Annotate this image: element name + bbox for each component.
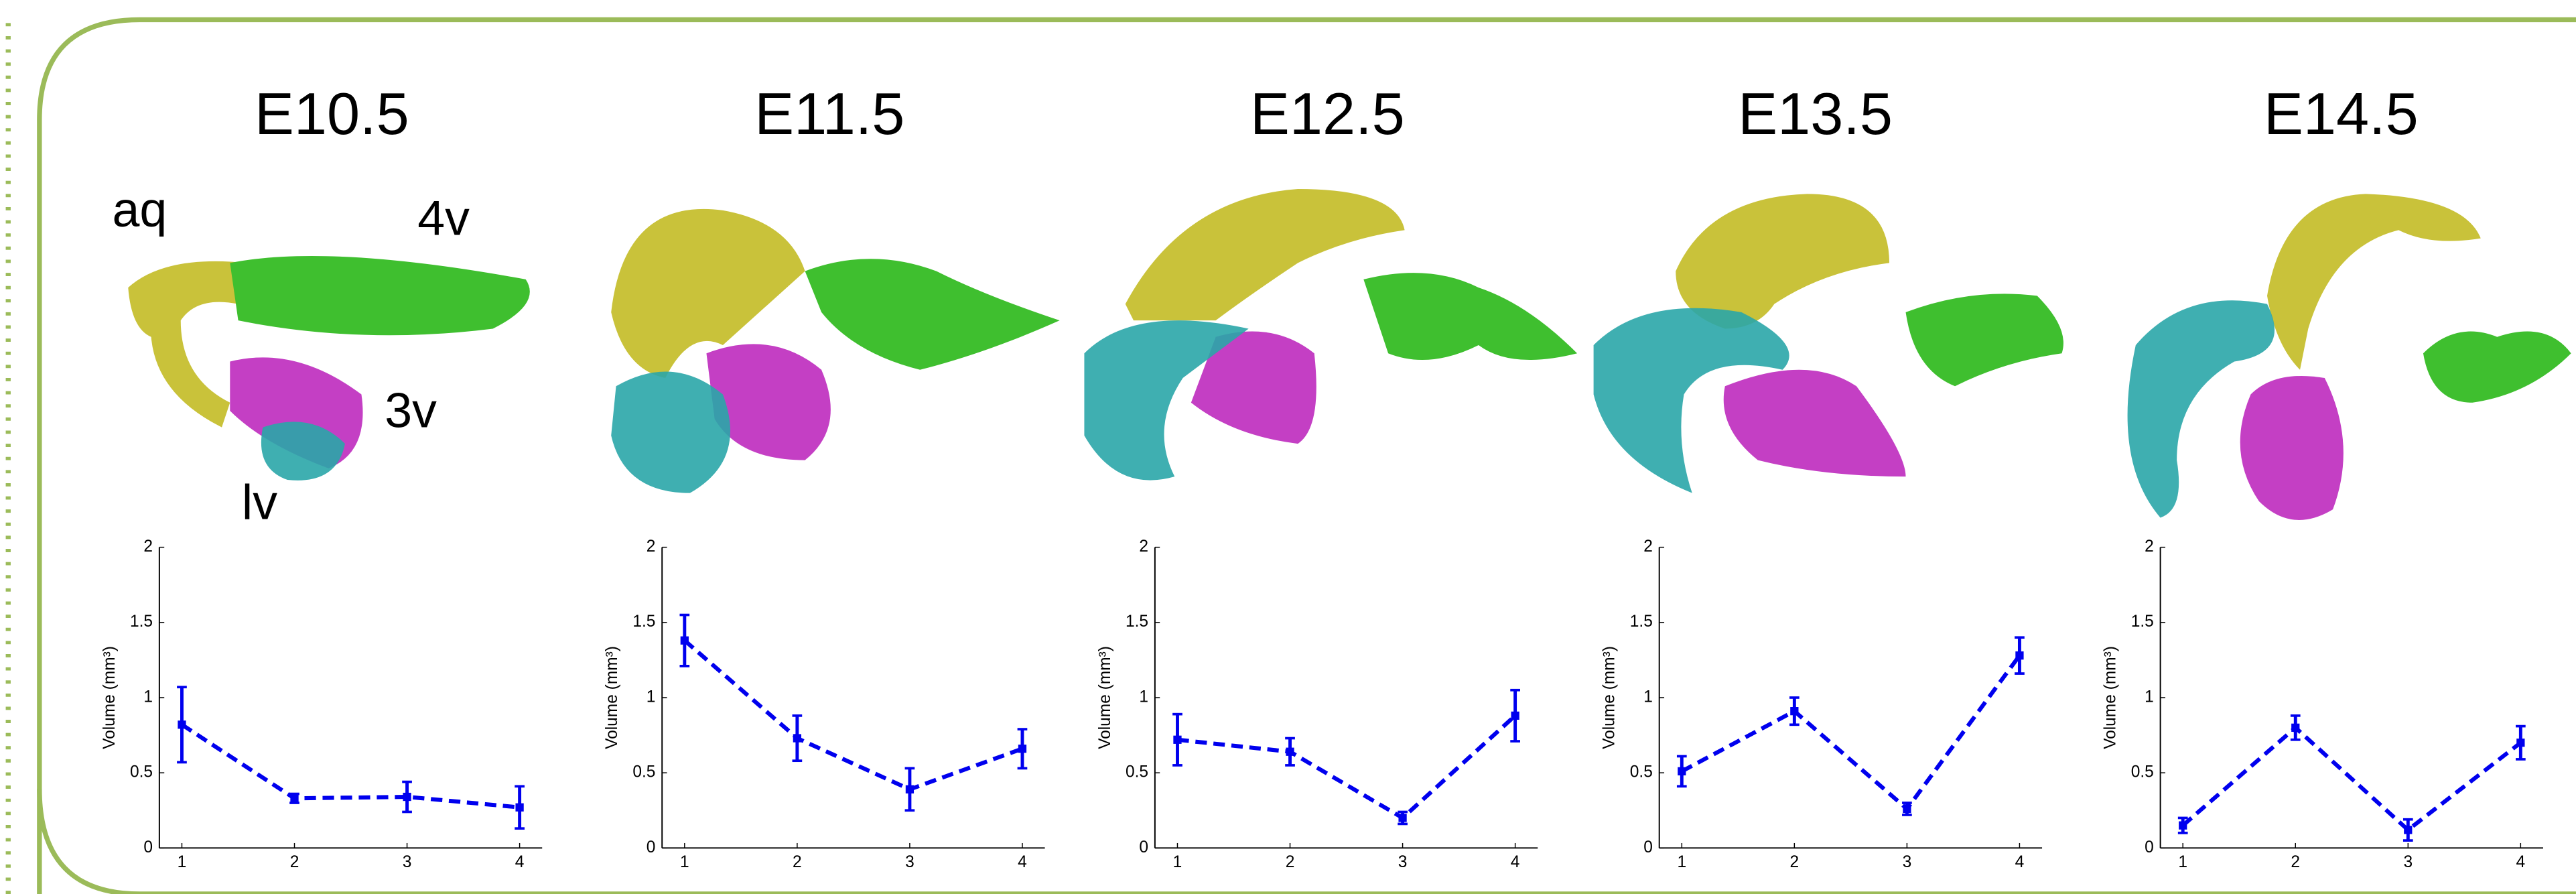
mean-line — [2183, 728, 2520, 830]
render-e10 — [128, 256, 530, 481]
y-tick-label: 1 — [143, 688, 153, 706]
y-axis-label: Volume (mm³) — [1601, 646, 1619, 749]
y-tick-label: 2 — [143, 537, 153, 556]
mean-marker — [1903, 805, 1911, 813]
y-tick-label: 1 — [2145, 688, 2154, 706]
render-e13 — [1594, 194, 2063, 493]
y-tick-label: 0 — [647, 838, 656, 856]
annotation: 3v — [385, 382, 437, 438]
mean-marker — [2404, 826, 2412, 834]
y-tick-label: 1 — [1139, 688, 1148, 706]
render-e11 — [611, 209, 1059, 493]
y-axis-label: Volume (mm³) — [2102, 646, 2120, 749]
mean-marker — [2015, 651, 2023, 659]
y-tick-label: 0.5 — [1630, 763, 1653, 781]
x-tick-label: 4 — [1511, 853, 1520, 871]
x-tick-label: 4 — [2516, 853, 2526, 871]
frame-bottom — [40, 789, 2576, 894]
x-tick-label: 2 — [1286, 853, 1295, 871]
mean-marker — [403, 793, 411, 801]
x-tick-label: 1 — [178, 853, 187, 871]
figure: E10.5 0 0.5 1 1.5 2 1 2 3 4 Volume (mm³) aq 4v 3v lv E1… — [0, 0, 2576, 894]
y-tick-label: 1.5 — [1630, 613, 1653, 631]
y-axis-label: Volume (mm³) — [603, 646, 621, 749]
x-tick-label: 3 — [403, 853, 412, 871]
x-tick-label: 2 — [1790, 853, 1800, 871]
y-tick-label: 0 — [1643, 838, 1653, 856]
annotation: 4v — [417, 190, 470, 245]
x-tick-label: 3 — [1903, 853, 1912, 871]
y-tick-label: 1.5 — [632, 613, 655, 631]
x-tick-label: 1 — [1677, 853, 1686, 871]
y-tick-label: 0.5 — [130, 763, 153, 781]
y-tick-label: 0.5 — [1126, 763, 1148, 781]
y-tick-label: 1.5 — [130, 613, 153, 631]
x-tick-label: 3 — [2403, 853, 2413, 871]
mean-marker — [2516, 739, 2524, 747]
mean-marker — [1678, 767, 1686, 775]
mean-marker — [2179, 822, 2187, 830]
panel-title: E10.5 — [255, 80, 409, 147]
y-tick-label: 0.5 — [2131, 763, 2154, 781]
mean-marker — [515, 804, 523, 812]
x-tick-label: 1 — [1173, 853, 1182, 871]
y-tick-label: 2 — [1643, 537, 1653, 556]
y-tick-label: 0 — [143, 838, 153, 856]
mean-marker — [1018, 745, 1026, 753]
mean-marker — [178, 720, 186, 728]
x-tick-label: 2 — [793, 853, 802, 871]
mean-marker — [906, 785, 914, 793]
y-axis-label: Volume (mm³) — [100, 646, 119, 749]
y-tick-label: 1 — [647, 688, 656, 706]
panel-title: E11.5 — [754, 80, 904, 147]
y-tick-label: 0.5 — [632, 763, 655, 781]
x-tick-label: 4 — [515, 853, 525, 871]
mean-marker — [1511, 712, 1519, 720]
y-tick-label: 1.5 — [2131, 613, 2154, 631]
x-tick-label: 3 — [1398, 853, 1408, 871]
y-tick-label: 0 — [2145, 838, 2154, 856]
mean-marker — [793, 734, 801, 742]
y-axis-label: Volume (mm³) — [1096, 646, 1114, 749]
mean-marker — [1790, 707, 1798, 715]
x-tick-label: 1 — [2178, 853, 2187, 871]
mean-line — [182, 724, 519, 807]
annotation: lv — [242, 474, 277, 530]
panel-title: E13.5 — [1738, 80, 1893, 147]
mean-line — [1177, 716, 1515, 818]
mean-line — [685, 641, 1022, 789]
y-tick-label: 2 — [1139, 537, 1148, 556]
x-tick-label: 2 — [2291, 853, 2300, 871]
mean-line — [1682, 655, 2019, 809]
mean-marker — [290, 794, 298, 802]
render-e12 — [1084, 189, 1577, 481]
x-tick-label: 1 — [680, 853, 689, 871]
y-tick-label: 2 — [2145, 537, 2154, 556]
panel-title: E12.5 — [1250, 80, 1405, 147]
mean-marker — [1173, 736, 1181, 744]
mean-marker — [1286, 748, 1294, 756]
y-tick-label: 0 — [1139, 838, 1148, 856]
annotation: aq — [113, 182, 167, 237]
x-tick-label: 3 — [905, 853, 914, 871]
x-tick-label: 4 — [1018, 853, 1027, 871]
x-tick-label: 2 — [290, 853, 299, 871]
x-tick-label: 4 — [2015, 853, 2025, 871]
y-tick-label: 1.5 — [1126, 613, 1148, 631]
mean-marker — [681, 637, 689, 645]
y-tick-label: 1 — [1643, 688, 1653, 706]
y-tick-label: 2 — [647, 537, 656, 556]
mean-marker — [2291, 724, 2299, 732]
render-e14 — [2128, 194, 2571, 520]
panel-title: E14.5 — [2264, 80, 2419, 147]
mean-marker — [1398, 814, 1406, 822]
